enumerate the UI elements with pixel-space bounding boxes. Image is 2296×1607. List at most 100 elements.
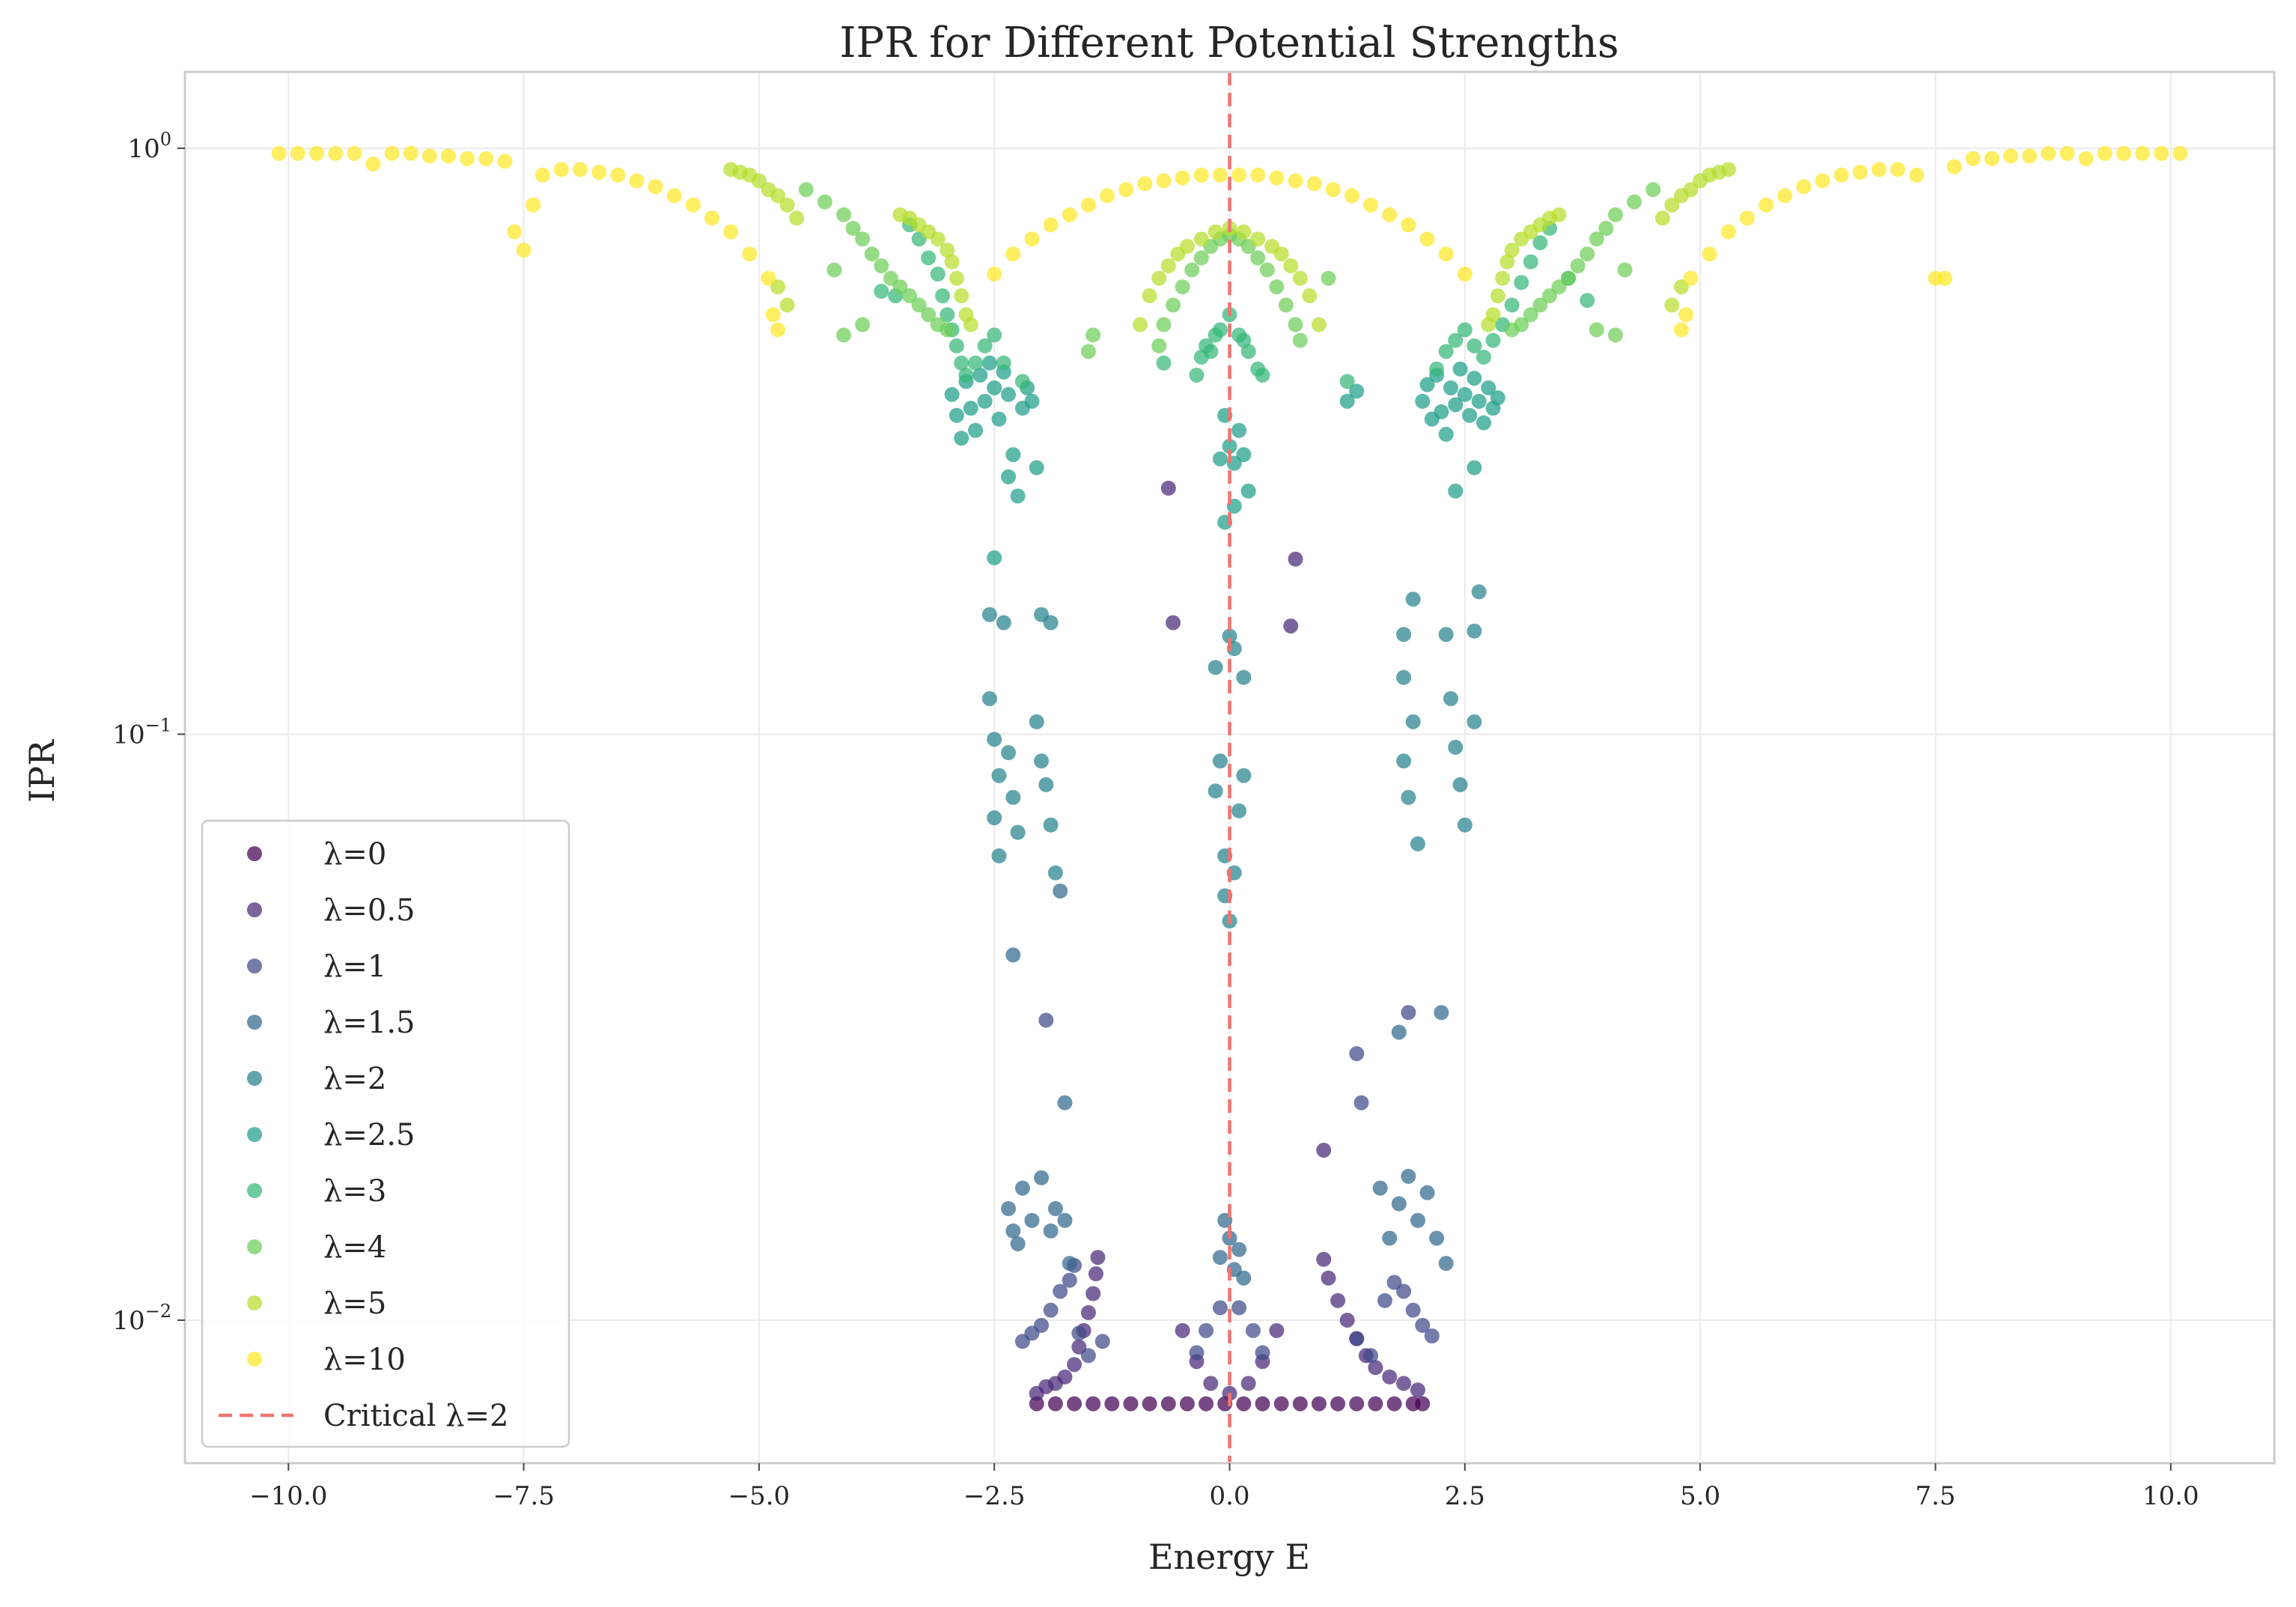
data-point — [1193, 231, 1209, 247]
data-point — [1071, 1325, 1087, 1341]
data-point — [1212, 753, 1228, 769]
data-point — [991, 768, 1007, 783]
legend-label: λ=3 — [323, 1174, 386, 1209]
data-point — [940, 307, 955, 323]
data-point — [968, 422, 984, 438]
data-point — [977, 393, 993, 409]
data-point — [1142, 1396, 1157, 1412]
data-point — [1203, 1376, 1219, 1391]
data-point — [1034, 1170, 1050, 1185]
data-point — [968, 355, 984, 371]
data-point — [1589, 231, 1604, 247]
data-point — [535, 167, 550, 183]
data-point — [1259, 262, 1275, 278]
data-point — [1504, 297, 1520, 313]
data-point — [935, 288, 951, 304]
data-point — [779, 197, 795, 213]
data-point — [1452, 777, 1468, 792]
data-point — [1415, 1317, 1431, 1333]
data-point — [1053, 1284, 1068, 1299]
data-point — [507, 224, 523, 240]
data-point — [1047, 1396, 1063, 1412]
data-point — [981, 690, 997, 706]
data-point — [1457, 386, 1473, 402]
data-point — [2059, 145, 2075, 161]
data-point — [991, 848, 1007, 863]
data-point — [1292, 1396, 1308, 1412]
legend-label: λ=4 — [323, 1230, 386, 1265]
data-point — [1166, 297, 1181, 313]
data-point — [1673, 322, 1689, 338]
data-point — [930, 231, 945, 247]
data-point — [1240, 483, 1256, 499]
data-point — [1325, 182, 1341, 198]
data-point — [1151, 338, 1167, 353]
data-point — [1208, 224, 1223, 240]
data-point — [1311, 1396, 1327, 1412]
y-tick-exponent: −2 — [145, 1301, 171, 1322]
data-point — [751, 173, 767, 189]
x-axis-ticks: −10.0 −7.5 −5.0 −2.5 0.0 2.5 5.0 7.5 10.0 — [249, 1463, 2199, 1511]
data-point — [1448, 739, 1464, 755]
data-point — [1043, 1302, 1059, 1318]
data-point — [765, 307, 781, 323]
data-point — [1438, 1256, 1454, 1272]
data-point — [1094, 1334, 1110, 1349]
data-point — [1419, 231, 1435, 247]
data-point — [1349, 1046, 1365, 1062]
data-point — [1311, 317, 1327, 332]
data-point — [1617, 262, 1633, 278]
data-point — [1189, 1345, 1205, 1361]
data-point — [685, 197, 701, 213]
data-point — [1382, 207, 1398, 222]
data-point — [1457, 322, 1473, 338]
data-point — [1386, 1275, 1402, 1290]
data-point — [1523, 307, 1538, 323]
data-point — [1490, 288, 1505, 304]
data-point — [1240, 1376, 1256, 1391]
data-point — [1321, 1270, 1336, 1286]
data-point — [1720, 224, 1736, 240]
data-point — [1339, 393, 1355, 409]
data-point — [1034, 1317, 1050, 1333]
legend-box — [201, 819, 570, 1448]
data-point — [1067, 1396, 1082, 1412]
data-point — [497, 154, 513, 169]
data-point — [1024, 231, 1040, 247]
legend-marker — [247, 846, 262, 861]
data-point — [1645, 182, 1661, 198]
data-point — [1438, 627, 1454, 643]
data-point — [610, 167, 626, 183]
data-point — [347, 145, 362, 161]
data-point — [996, 355, 1011, 371]
data-point — [987, 266, 1002, 282]
data-point — [1368, 1396, 1383, 1412]
data-point — [1570, 258, 1586, 274]
data-point — [1203, 344, 1219, 359]
data-point — [1199, 1322, 1214, 1338]
legend-marker — [247, 1352, 262, 1367]
data-point — [648, 179, 663, 195]
legend-label: λ=0 — [323, 837, 386, 872]
data-point — [1038, 1012, 1054, 1028]
data-point — [1476, 349, 1491, 365]
data-point — [2154, 145, 2169, 161]
data-point — [1368, 1360, 1383, 1376]
data-point — [1523, 254, 1538, 270]
data-point — [1429, 1230, 1445, 1246]
x-tick-label: 0.0 — [1209, 1481, 1249, 1511]
legend-label: λ=0.5 — [323, 893, 415, 928]
data-point — [1179, 239, 1195, 255]
data-point — [1401, 789, 1416, 805]
legend-label: λ=5 — [323, 1286, 386, 1321]
legend-marker — [247, 1183, 262, 1198]
data-point — [1278, 297, 1294, 313]
data-point — [1429, 361, 1445, 377]
data-point — [1481, 380, 1496, 395]
data-point — [1532, 297, 1548, 313]
y-tick-base: 10 — [127, 134, 159, 164]
data-point — [1683, 270, 1699, 286]
data-point — [365, 157, 381, 172]
data-point — [1104, 1396, 1120, 1412]
